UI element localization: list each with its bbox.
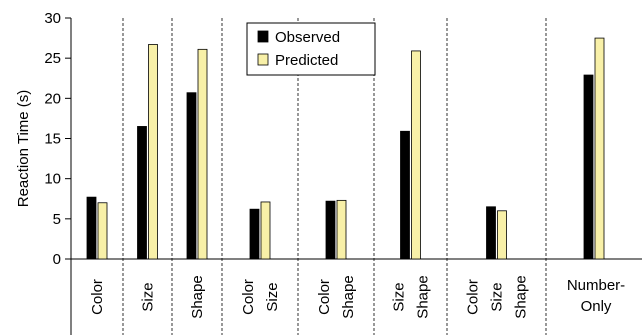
y-tick-label: 30 — [44, 10, 61, 27]
category-label: Shape — [513, 275, 530, 318]
bar-observed — [186, 92, 197, 260]
bar-predicted — [260, 201, 271, 260]
bar-observed — [249, 208, 260, 260]
category-label: Size — [264, 282, 281, 311]
legend-swatch-observed — [257, 30, 269, 43]
category-label: Number- — [567, 277, 625, 294]
bar-predicted — [148, 44, 158, 260]
bar-predicted — [594, 37, 605, 260]
legend-swatch-predicted — [257, 53, 269, 66]
category-label: Color — [465, 279, 482, 315]
category-label: Size — [489, 282, 506, 311]
bar-observed — [400, 130, 410, 260]
y-tick-label: 5 — [53, 211, 61, 228]
category-label: Shape — [340, 275, 357, 318]
legend: Observed Predicted — [246, 22, 376, 76]
bar-observed — [137, 126, 147, 260]
y-axis-title: Reaction Time (s) — [15, 90, 32, 208]
bar-observed — [325, 200, 336, 260]
bar-predicted — [411, 50, 421, 260]
bar-observed — [86, 196, 97, 260]
category-label: Only — [581, 298, 612, 315]
legend-label-observed: Observed — [275, 29, 340, 46]
bar-observed — [583, 74, 594, 260]
category-label: Shape — [415, 275, 432, 318]
y-tick-label: 20 — [44, 90, 61, 107]
bar-predicted — [197, 48, 208, 260]
category-label: Shape — [189, 275, 206, 318]
category-label: Color — [316, 279, 333, 315]
category-label: Color — [89, 279, 106, 315]
category-label: Size — [391, 282, 408, 311]
category-label: Color — [240, 279, 257, 315]
bars-layer — [86, 37, 605, 260]
bar-predicted — [97, 202, 108, 260]
labels-layer: Color Size Shape Color Size Color Shape Size Sha… — [89, 275, 625, 318]
axes-layer: 0 5 10 15 20 25 30 Reaction Time (s) — [15, 10, 642, 335]
y-tick-label: 25 — [44, 50, 61, 67]
y-tick-label: 0 — [53, 251, 61, 268]
bar-predicted — [336, 199, 347, 260]
legend-label-predicted: Predicted — [275, 52, 338, 69]
bar-predicted — [497, 210, 507, 260]
category-label: Size — [140, 282, 157, 311]
y-tick-label: 10 — [44, 171, 61, 188]
bar-observed — [486, 206, 496, 260]
y-tick-label: 15 — [44, 131, 61, 148]
